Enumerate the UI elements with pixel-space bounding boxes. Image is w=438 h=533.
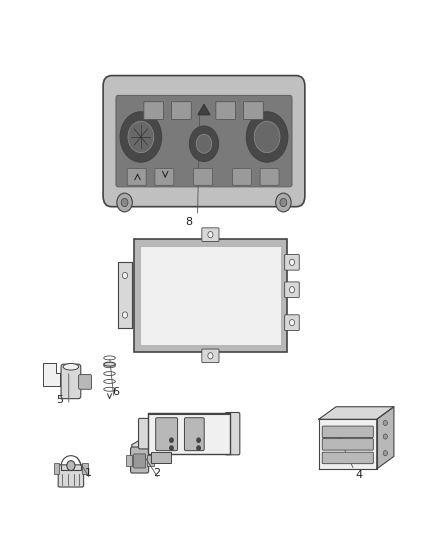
Circle shape xyxy=(121,198,128,207)
FancyBboxPatch shape xyxy=(225,413,240,455)
FancyBboxPatch shape xyxy=(244,102,263,119)
Circle shape xyxy=(170,438,173,442)
FancyBboxPatch shape xyxy=(82,463,88,474)
FancyBboxPatch shape xyxy=(202,349,219,362)
FancyBboxPatch shape xyxy=(131,447,148,473)
Circle shape xyxy=(290,319,294,326)
FancyBboxPatch shape xyxy=(202,228,219,241)
FancyBboxPatch shape xyxy=(138,418,152,449)
Text: 4: 4 xyxy=(355,471,362,480)
Text: 1: 1 xyxy=(85,468,92,478)
Polygon shape xyxy=(319,407,394,419)
FancyBboxPatch shape xyxy=(126,455,132,465)
Circle shape xyxy=(197,446,200,450)
Polygon shape xyxy=(198,104,210,115)
FancyBboxPatch shape xyxy=(155,168,174,185)
FancyBboxPatch shape xyxy=(103,76,305,207)
FancyBboxPatch shape xyxy=(151,451,171,463)
Circle shape xyxy=(196,134,212,153)
FancyBboxPatch shape xyxy=(260,168,279,185)
Circle shape xyxy=(254,122,280,152)
FancyBboxPatch shape xyxy=(285,254,299,270)
Text: 5: 5 xyxy=(57,395,64,405)
FancyBboxPatch shape xyxy=(216,102,236,119)
Circle shape xyxy=(280,198,287,207)
FancyBboxPatch shape xyxy=(134,239,287,352)
Circle shape xyxy=(290,287,294,293)
FancyBboxPatch shape xyxy=(322,426,373,438)
FancyBboxPatch shape xyxy=(172,102,191,119)
Text: 2: 2 xyxy=(153,468,160,478)
Circle shape xyxy=(170,446,173,450)
Text: 8: 8 xyxy=(185,217,193,227)
Circle shape xyxy=(383,434,388,439)
FancyBboxPatch shape xyxy=(184,418,204,450)
FancyBboxPatch shape xyxy=(322,439,373,450)
Circle shape xyxy=(117,193,132,212)
Ellipse shape xyxy=(104,362,115,366)
Circle shape xyxy=(122,312,127,318)
Circle shape xyxy=(290,259,294,265)
Circle shape xyxy=(383,421,388,425)
Polygon shape xyxy=(118,262,132,328)
FancyBboxPatch shape xyxy=(116,95,292,187)
Text: 7: 7 xyxy=(220,327,227,337)
FancyBboxPatch shape xyxy=(285,315,299,330)
Text: 6: 6 xyxy=(113,387,120,397)
FancyBboxPatch shape xyxy=(127,168,146,185)
Circle shape xyxy=(247,112,288,162)
FancyBboxPatch shape xyxy=(194,168,212,185)
Polygon shape xyxy=(42,362,60,385)
Ellipse shape xyxy=(63,364,79,370)
FancyBboxPatch shape xyxy=(58,465,84,487)
FancyBboxPatch shape xyxy=(54,463,59,474)
FancyBboxPatch shape xyxy=(61,364,81,399)
FancyBboxPatch shape xyxy=(146,455,154,465)
FancyBboxPatch shape xyxy=(233,168,251,185)
FancyBboxPatch shape xyxy=(148,413,230,454)
FancyBboxPatch shape xyxy=(155,418,177,450)
FancyBboxPatch shape xyxy=(144,102,163,119)
Circle shape xyxy=(208,353,213,359)
Circle shape xyxy=(383,450,388,456)
Circle shape xyxy=(120,112,162,162)
Polygon shape xyxy=(132,440,147,458)
FancyBboxPatch shape xyxy=(134,454,146,468)
FancyBboxPatch shape xyxy=(322,452,373,464)
Circle shape xyxy=(197,438,200,442)
Circle shape xyxy=(276,193,291,212)
Text: 3: 3 xyxy=(155,449,162,459)
Polygon shape xyxy=(319,419,377,469)
Circle shape xyxy=(189,126,219,161)
Polygon shape xyxy=(377,407,394,469)
Circle shape xyxy=(208,231,213,238)
Circle shape xyxy=(122,272,127,279)
FancyBboxPatch shape xyxy=(285,282,299,297)
Circle shape xyxy=(67,461,75,471)
FancyBboxPatch shape xyxy=(79,375,92,389)
Circle shape xyxy=(128,122,154,152)
FancyBboxPatch shape xyxy=(140,246,281,345)
